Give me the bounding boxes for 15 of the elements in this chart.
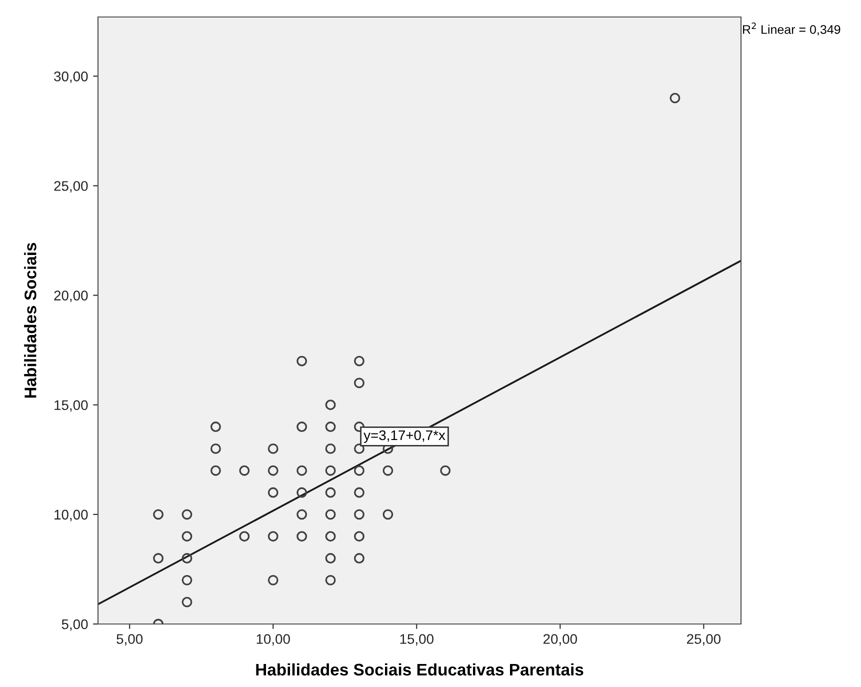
y-tick-label: 25,00 (54, 181, 88, 193)
annotation: y=3,17+0,7*x (364, 430, 446, 443)
x-tick-label: 5,00 (116, 634, 143, 646)
x-axis-title: Habilidades Sociais Educativas Parentais (256, 663, 584, 676)
y-tick-label: 20,00 (54, 290, 88, 302)
y-tick-label: 30,00 (54, 72, 88, 83)
y-tick-label: 10,00 (54, 510, 88, 522)
y-axis-title: Habilidades Sociais (24, 242, 36, 398)
x-tick-label: 10,00 (256, 634, 290, 646)
x-tick-label: 25,00 (687, 634, 721, 646)
text: R$^{2}$ Linear = 0,349 (743, 22, 840, 36)
x-tick-label: 15,00 (400, 634, 434, 646)
y-tick-label: 15,00 (54, 400, 88, 412)
x-tick-label: 20,00 (543, 634, 577, 646)
y-tick-label: 5,00 (62, 619, 88, 631)
